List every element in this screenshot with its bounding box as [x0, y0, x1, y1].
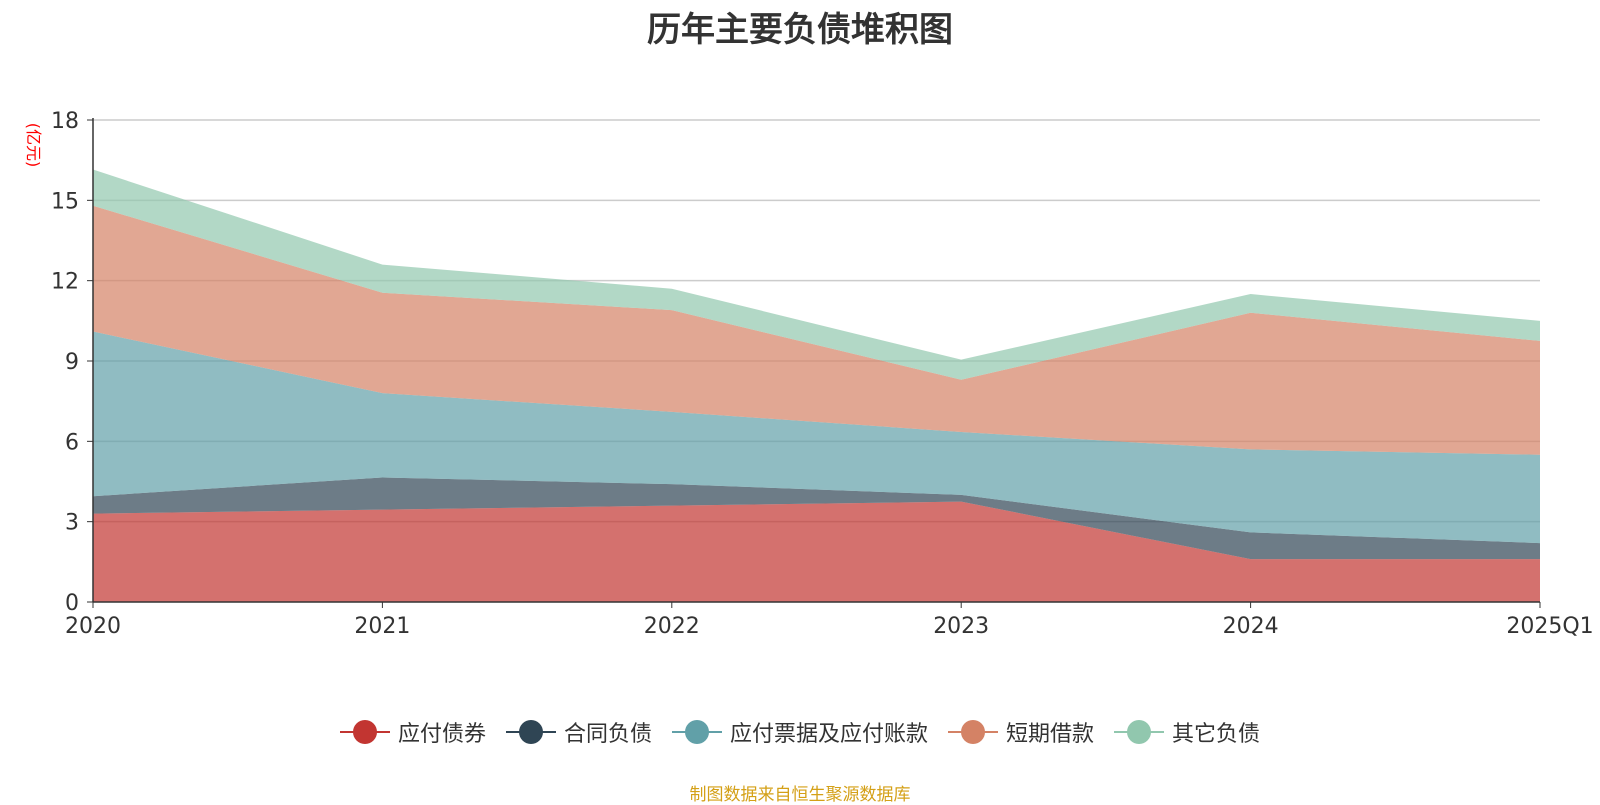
- legend-marker-icon: [948, 719, 998, 745]
- y-tick-label: 6: [65, 430, 79, 455]
- area-series-0: [93, 501, 1540, 602]
- legend-item[interactable]: 合同负债: [505, 716, 652, 748]
- axes: 0 3 6 9 12 15 18 2020 2021 2022 2023 2024 2025Q1: [51, 109, 1594, 639]
- data-point: [961, 359, 962, 360]
- y-tick-label: 3: [65, 511, 79, 536]
- legend-item[interactable]: 应付票据及应付账款: [671, 716, 928, 748]
- data-point: [382, 264, 383, 265]
- area-series-2: [93, 331, 1540, 544]
- x-tick-label: 2023: [933, 614, 989, 639]
- legend-marker-icon: [505, 719, 556, 745]
- legend-label: 其它负债: [1172, 722, 1261, 747]
- y-tick-label: 0: [65, 591, 79, 616]
- data-point: [1250, 294, 1251, 295]
- data-point: [671, 288, 672, 289]
- legend-label: 短期借款: [1006, 722, 1095, 747]
- x-tick-label: 2024: [1223, 614, 1279, 639]
- area-series-3: [93, 205, 1540, 455]
- source-note: 制图数据来自恒生聚源数据库: [689, 785, 911, 805]
- legend-item[interactable]: 其它负债: [1114, 716, 1260, 748]
- data-point: [1540, 320, 1541, 321]
- y-tick-label: 15: [51, 189, 79, 214]
- area-series-1: [93, 477, 1540, 560]
- x-tick-label: 2022: [644, 614, 700, 639]
- legend-label: 应付票据及应付账款: [729, 722, 928, 747]
- y-axis-unit-label: (亿元): [24, 123, 43, 168]
- x-tick-label: 2020: [65, 614, 121, 639]
- legend-item[interactable]: 应付债券: [339, 716, 486, 748]
- legend: 应付债券 合同负债 应付票据及应付账款 短期借款 其它负债: [0, 716, 1600, 748]
- y-tick-label: 9: [65, 350, 79, 375]
- stacked-areas: [93, 169, 1541, 602]
- legend-marker-icon: [1114, 719, 1165, 745]
- legend-marker-icon: [339, 719, 390, 745]
- chart-title: 历年主要负债堆积图: [647, 10, 953, 50]
- area-series-4: [93, 169, 1540, 380]
- legend-label: 应付债券: [397, 722, 486, 747]
- legend-label: 合同负债: [563, 722, 652, 747]
- legend-item[interactable]: 短期借款: [948, 716, 1094, 748]
- legend-marker-icon: [671, 719, 722, 745]
- y-tick-label: 12: [51, 270, 79, 295]
- x-tick-label: 2021: [354, 614, 410, 639]
- x-tick-label: 2025Q1: [1506, 614, 1593, 639]
- y-tick-label: 18: [51, 109, 79, 134]
